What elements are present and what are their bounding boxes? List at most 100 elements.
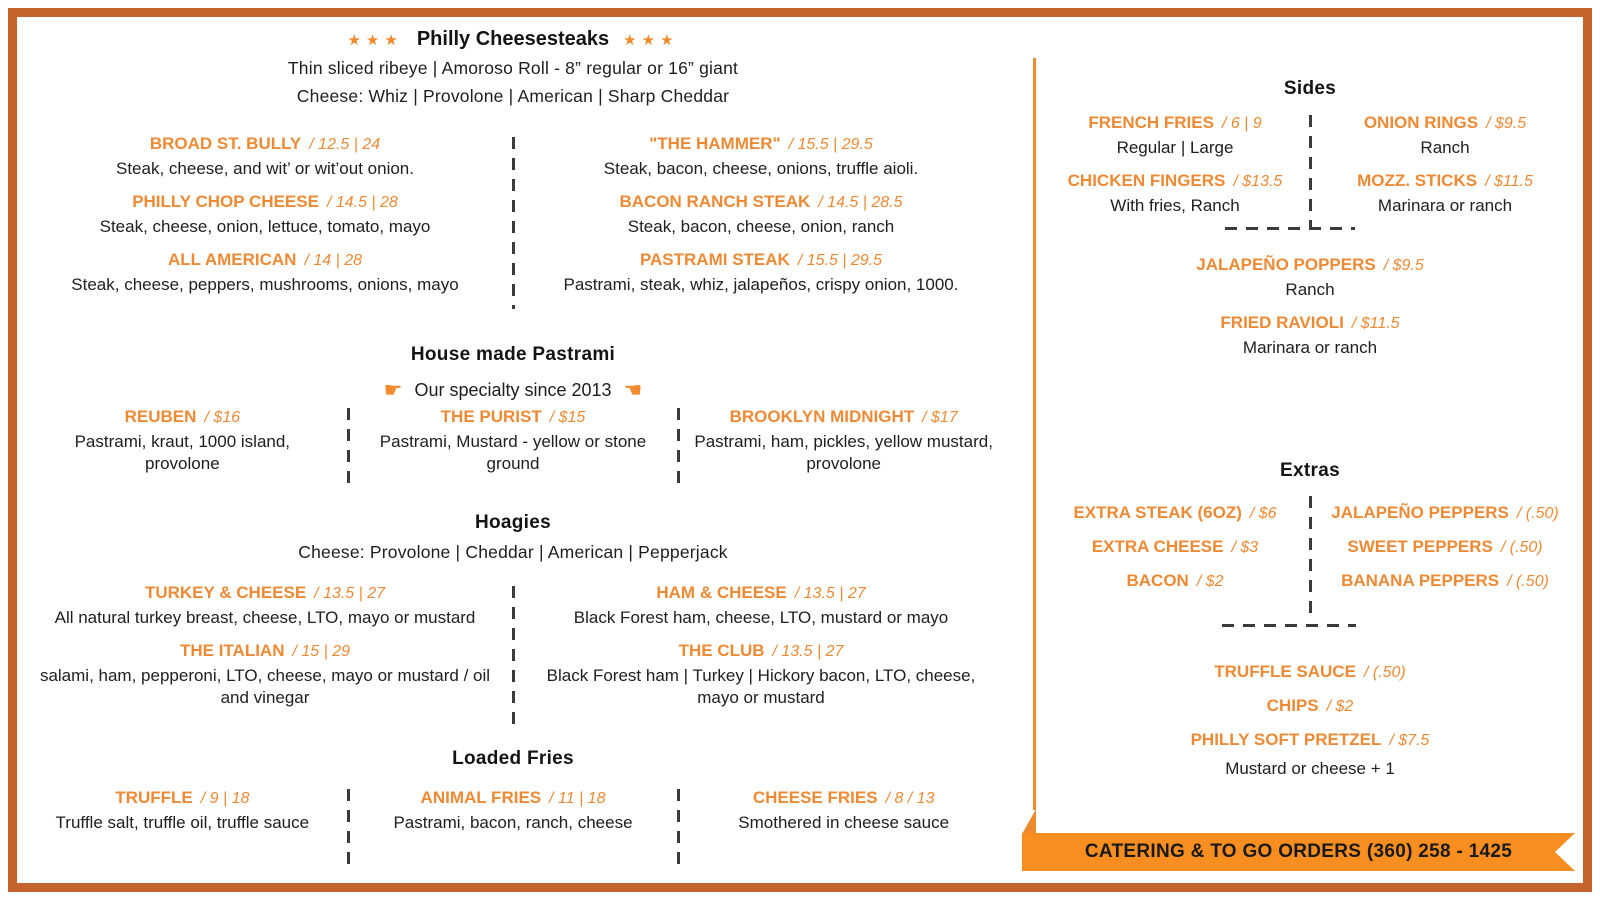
cheesesteaks-section: BROAD ST. BULLY / 12.5 | 24 Steak, cheese… [17,131,1009,315]
item-jalapeno-poppers: JALAPEÑO POPPERS / $9.5 Ranch [1040,252,1580,301]
section-divider [1222,624,1356,627]
pastrami-section: REUBEN / $16 Pastrami, kraut, 1000 island… [17,404,1009,496]
item-desc: Pastrami, kraut, 1000 island, provolone [74,432,291,473]
column-divider [346,789,350,867]
column-divider [1309,496,1312,621]
item-name: FRENCH FRIES [1088,113,1214,132]
item-price: / (.50) [1516,505,1559,522]
extras-right-column: JALAPEÑO PEPPERS / (.50) SWEET PEPPERS / (… [1310,496,1580,621]
item-desc: Ranch [1420,138,1470,157]
item-desc: Pastrami, bacon, ranch, cheese [393,813,633,832]
pastrami-col-2: THE PURIST / $15 Pastrami, Mustard - yell… [348,404,679,496]
item-desc: Regular | Large [1116,138,1234,157]
sides-right-column: ONION RINGS / $9.5 Ranch MOZZ. STICKS / $1… [1310,110,1580,230]
item-name: TRUFFLE SAUCE [1214,662,1356,681]
stars-icon: ★★★ [623,31,679,49]
item-the-club: THE CLUB / 13.5 | 27 Black Forest ham | T… [513,638,1009,709]
item-price: / $6 [1249,505,1277,522]
item-price: / $2 [1196,573,1224,590]
item-name: THE CLUB [678,641,765,660]
hoagies-left-column: TURKEY & CHEESE / 13.5 | 27 All natural t… [17,580,513,735]
item-price: / 15.5 | 29.5 [797,252,883,269]
item-price: / $17 [922,409,958,426]
item-price: / 15.5 | 29.5 [788,136,873,153]
cheesesteaks-header: ★★★ Philly Cheesesteaks ★★★ Thin sliced … [17,28,1009,107]
item-all-american: ALL AMERICAN / 14 | 28 Steak, cheese, pep… [17,247,513,296]
item-name: BACON [1126,571,1189,590]
item-name: THE ITALIAN [179,641,285,660]
item-name: THE PURIST [440,407,542,426]
item-philly-chop-cheese: PHILLY CHOP CHEESE / 14.5 | 28 Steak, che… [17,189,513,238]
ribbon-fold [1022,809,1036,834]
item-name: BROOKLYN MIDNIGHT [729,407,915,426]
item-price: / $9.5 [1486,115,1527,132]
item-desc: Steak, bacon, cheese, onion, ranch [627,217,895,236]
hoagies-section-header: Hoagies Cheese: Provolone | Cheddar | Am… [17,512,1009,563]
item-desc: Steak, cheese, onion, lettuce, tomato, m… [99,217,431,236]
item-pastrami-steak: PASTRAMI STEAK / 15.5 | 29.5 Pastrami, st… [513,247,1009,296]
pastrami-col-3: BROOKLYN MIDNIGHT / $17 Pastrami, ham, pi… [678,404,1009,496]
item-price: / 14.5 | 28 [326,194,398,211]
fries-col-3: CHEESE FRIES / 8 / 13 Smothered in cheese… [678,785,1009,867]
item-name: TRUFFLE [115,788,193,807]
item-desc: Marinara or ranch [1377,196,1513,215]
item-the-purist: THE PURIST / $15 Pastrami, Mustard - yell… [348,404,679,475]
item-bacon: BACON / $2 [1040,564,1310,598]
item-price: / $16 [204,409,241,426]
item-price: / 8 / 13 [885,790,935,807]
item-desc: Pastrami, ham, pickles, yellow mustard, … [694,432,993,473]
cheesesteaks-left-column: BROAD ST. BULLY / 12.5 | 24 Steak, cheese… [17,131,513,315]
item-fried-ravioli: FRIED RAVIOLI / $11.5 Marinara or ranch [1040,310,1580,359]
item-price: / 11 | 18 [549,790,606,807]
item-desc: Marinara or ranch [1242,338,1378,357]
item-desc: Steak, cheese, and wit’ or wit’out onion… [116,159,414,178]
item-name: JALAPEÑO POPPERS [1196,255,1376,274]
item-mozz-sticks: MOZZ. STICKS / $11.5 Marinara or ranch [1310,168,1580,217]
item-price: / $9.5 [1383,257,1424,274]
column-divider [677,408,681,488]
item-price: / $11.5 [1485,173,1533,190]
page-title: Philly Cheesesteaks [416,28,610,50]
item-name: BANANA PEPPERS [1341,571,1500,590]
item-name: JALAPEÑO PEPPERS [1331,503,1509,522]
sides-section-header: Sides [1040,78,1580,100]
item-price: / $2 [1326,698,1354,715]
item-price: / 14.5 | 28.5 [818,194,903,211]
hoagies-subtitle: Cheese: Provolone | Cheddar | American |… [298,542,728,562]
item-price: / 14 | 28 [304,252,362,269]
item-desc: Steak, cheese, peppers, mushrooms, onion… [71,275,459,294]
extras-below-section: TRUFFLE SAUCE / (.50) CHIPS / $2 PHILLY SO… [1040,655,1580,781]
hoagies-title: Hoagies [474,512,551,533]
catering-ribbon: CATERING & TO GO ORDERS (360) 258 - 1425 [1022,833,1575,871]
section-divider [1225,227,1355,230]
item-jalapeno-peppers: JALAPEÑO PEPPERS / (.50) [1310,496,1580,530]
item-desc: Black Forest ham | Turkey | Hickory baco… [546,666,976,707]
item-price: / 12.5 | 24 [309,136,381,153]
item-the-italian: THE ITALIAN / 15 | 29 salami, ham, pepper… [17,638,513,709]
sides-left-column: FRENCH FRIES / 6 | 9 Regular | Large CHIC… [1040,110,1310,230]
loaded-fries-section-header: Loaded Fries [17,748,1009,770]
item-sweet-peppers: SWEET PEPPERS / (.50) [1310,530,1580,564]
extras-left-column: EXTRA STEAK (6OZ) / $6 EXTRA CHEESE / $3 B… [1040,496,1310,621]
cheesesteaks-right-column: "THE HAMMER" / 15.5 | 29.5 Steak, bacon, … [513,131,1009,315]
extras-title: Extras [1280,460,1340,481]
item-desc: Black Forest ham, cheese, LTO, mustard o… [573,608,949,627]
item-desc: Truffle salt, truffle oil, truffle sauce [55,813,310,832]
column-divider [346,408,350,488]
item-name: "THE HAMMER" [649,134,781,153]
item-broad-st-bully: BROAD ST. BULLY / 12.5 | 24 Steak, cheese… [17,131,513,180]
item-desc: Smothered in cheese sauce [738,813,950,832]
item-name: BACON RANCH STEAK [619,192,811,211]
item-bacon-ranch-steak: BACON RANCH STEAK / 14.5 | 28.5 Steak, ba… [513,189,1009,238]
item-price: / 15 | 29 [292,643,351,660]
item-price: / 13.5 | 27 [794,585,866,602]
item-price: / $3 [1231,539,1259,556]
item-animal-fries: ANIMAL FRIES / 11 | 18 Pastrami, bacon, r… [348,785,679,834]
pastrami-col-1: REUBEN / $16 Pastrami, kraut, 1000 island… [17,404,348,496]
item-name: MOZZ. STICKS [1357,171,1478,190]
item-name: EXTRA STEAK (6OZ) [1073,503,1242,522]
hoagies-right-column: HAM & CHEESE / 13.5 | 27 Black Forest ham… [513,580,1009,735]
column-divider [677,789,681,867]
item-desc: Mustard or cheese + 1 [1225,759,1395,778]
